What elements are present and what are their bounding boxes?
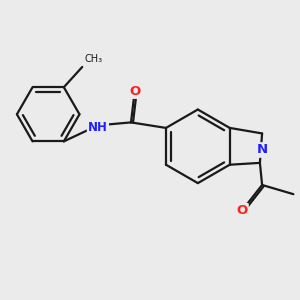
Text: N: N (256, 143, 268, 157)
Text: O: O (236, 204, 248, 217)
Text: O: O (129, 85, 140, 98)
Text: CH₃: CH₃ (84, 54, 102, 64)
Text: NH: NH (88, 121, 108, 134)
